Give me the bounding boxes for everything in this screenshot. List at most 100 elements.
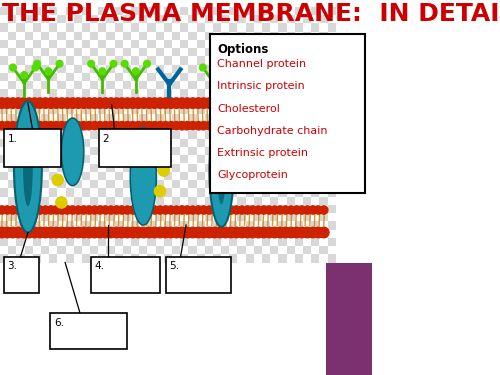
Bar [230, 196, 237, 205]
Bar [33, 238, 41, 246]
Bar [131, 106, 139, 114]
Bar [66, 254, 74, 262]
Circle shape [8, 122, 17, 130]
Text: 3.: 3. [8, 261, 18, 272]
Bar [286, 155, 295, 164]
Circle shape [162, 122, 170, 130]
Bar [180, 89, 188, 98]
Circle shape [238, 206, 246, 214]
Bar [41, 254, 49, 262]
Bar [49, 106, 58, 114]
Bar [221, 73, 230, 81]
Bar [139, 164, 147, 172]
Circle shape [280, 227, 291, 238]
Bar [98, 48, 106, 56]
Bar [303, 40, 311, 48]
Bar [320, 23, 328, 32]
Circle shape [270, 122, 279, 130]
Bar [33, 196, 41, 205]
Bar [114, 89, 123, 98]
Circle shape [270, 206, 279, 214]
Bar [196, 56, 204, 64]
Bar [320, 106, 328, 114]
Bar [328, 221, 336, 230]
Circle shape [100, 227, 110, 238]
Circle shape [68, 98, 78, 108]
Bar [320, 81, 328, 89]
Bar [254, 114, 262, 122]
Bar [148, 238, 156, 246]
Bar [221, 122, 230, 130]
Bar [74, 56, 82, 64]
Bar [172, 147, 180, 155]
Circle shape [90, 122, 98, 130]
Bar [114, 106, 123, 114]
Bar [90, 73, 98, 81]
Bar [164, 73, 172, 81]
Bar [90, 106, 98, 114]
Bar [286, 230, 295, 238]
Text: Cholesterol: Cholesterol [217, 104, 280, 114]
Bar [148, 180, 156, 188]
Bar [41, 7, 49, 15]
Circle shape [56, 197, 67, 208]
Bar [328, 114, 336, 122]
Bar [246, 147, 254, 155]
Bar [204, 81, 213, 89]
Bar [204, 254, 213, 262]
Circle shape [3, 206, 12, 214]
Bar [196, 155, 204, 164]
Bar [180, 147, 188, 155]
Circle shape [111, 98, 122, 108]
Bar [172, 172, 180, 180]
Circle shape [20, 206, 28, 214]
Bar [156, 56, 164, 64]
Bar [230, 114, 237, 122]
Circle shape [302, 227, 312, 238]
Bar [188, 246, 196, 254]
Circle shape [308, 227, 318, 238]
Bar [24, 81, 33, 89]
Bar [106, 246, 114, 254]
Bar [180, 164, 188, 172]
Bar [156, 230, 164, 238]
Bar [204, 73, 213, 81]
Circle shape [30, 98, 40, 108]
Bar [131, 98, 139, 106]
Bar [262, 196, 270, 205]
Bar [254, 188, 262, 196]
Circle shape [248, 98, 258, 108]
Bar [131, 230, 139, 238]
Circle shape [270, 227, 280, 238]
Circle shape [286, 227, 296, 238]
Bar [16, 246, 24, 254]
Bar [320, 238, 328, 246]
Bar [311, 205, 320, 213]
Circle shape [0, 98, 7, 108]
Bar [164, 238, 172, 246]
Bar [106, 122, 114, 130]
Bar [328, 139, 336, 147]
Bar [16, 81, 24, 89]
Bar [196, 122, 204, 130]
Bar [24, 15, 33, 23]
Bar [311, 246, 320, 254]
Bar [286, 40, 295, 48]
Bar [106, 254, 114, 262]
Bar [320, 73, 328, 81]
Bar [246, 130, 254, 139]
Bar [270, 81, 278, 89]
Bar [172, 32, 180, 40]
Bar [221, 221, 230, 230]
Bar [82, 7, 90, 15]
Bar [221, 23, 230, 32]
Bar [66, 147, 74, 155]
Bar [328, 98, 336, 106]
Bar [66, 64, 74, 73]
Bar [131, 254, 139, 262]
Bar [246, 15, 254, 23]
Bar [221, 81, 230, 89]
Bar [8, 15, 16, 23]
Bar [41, 98, 49, 106]
Bar [172, 155, 180, 164]
